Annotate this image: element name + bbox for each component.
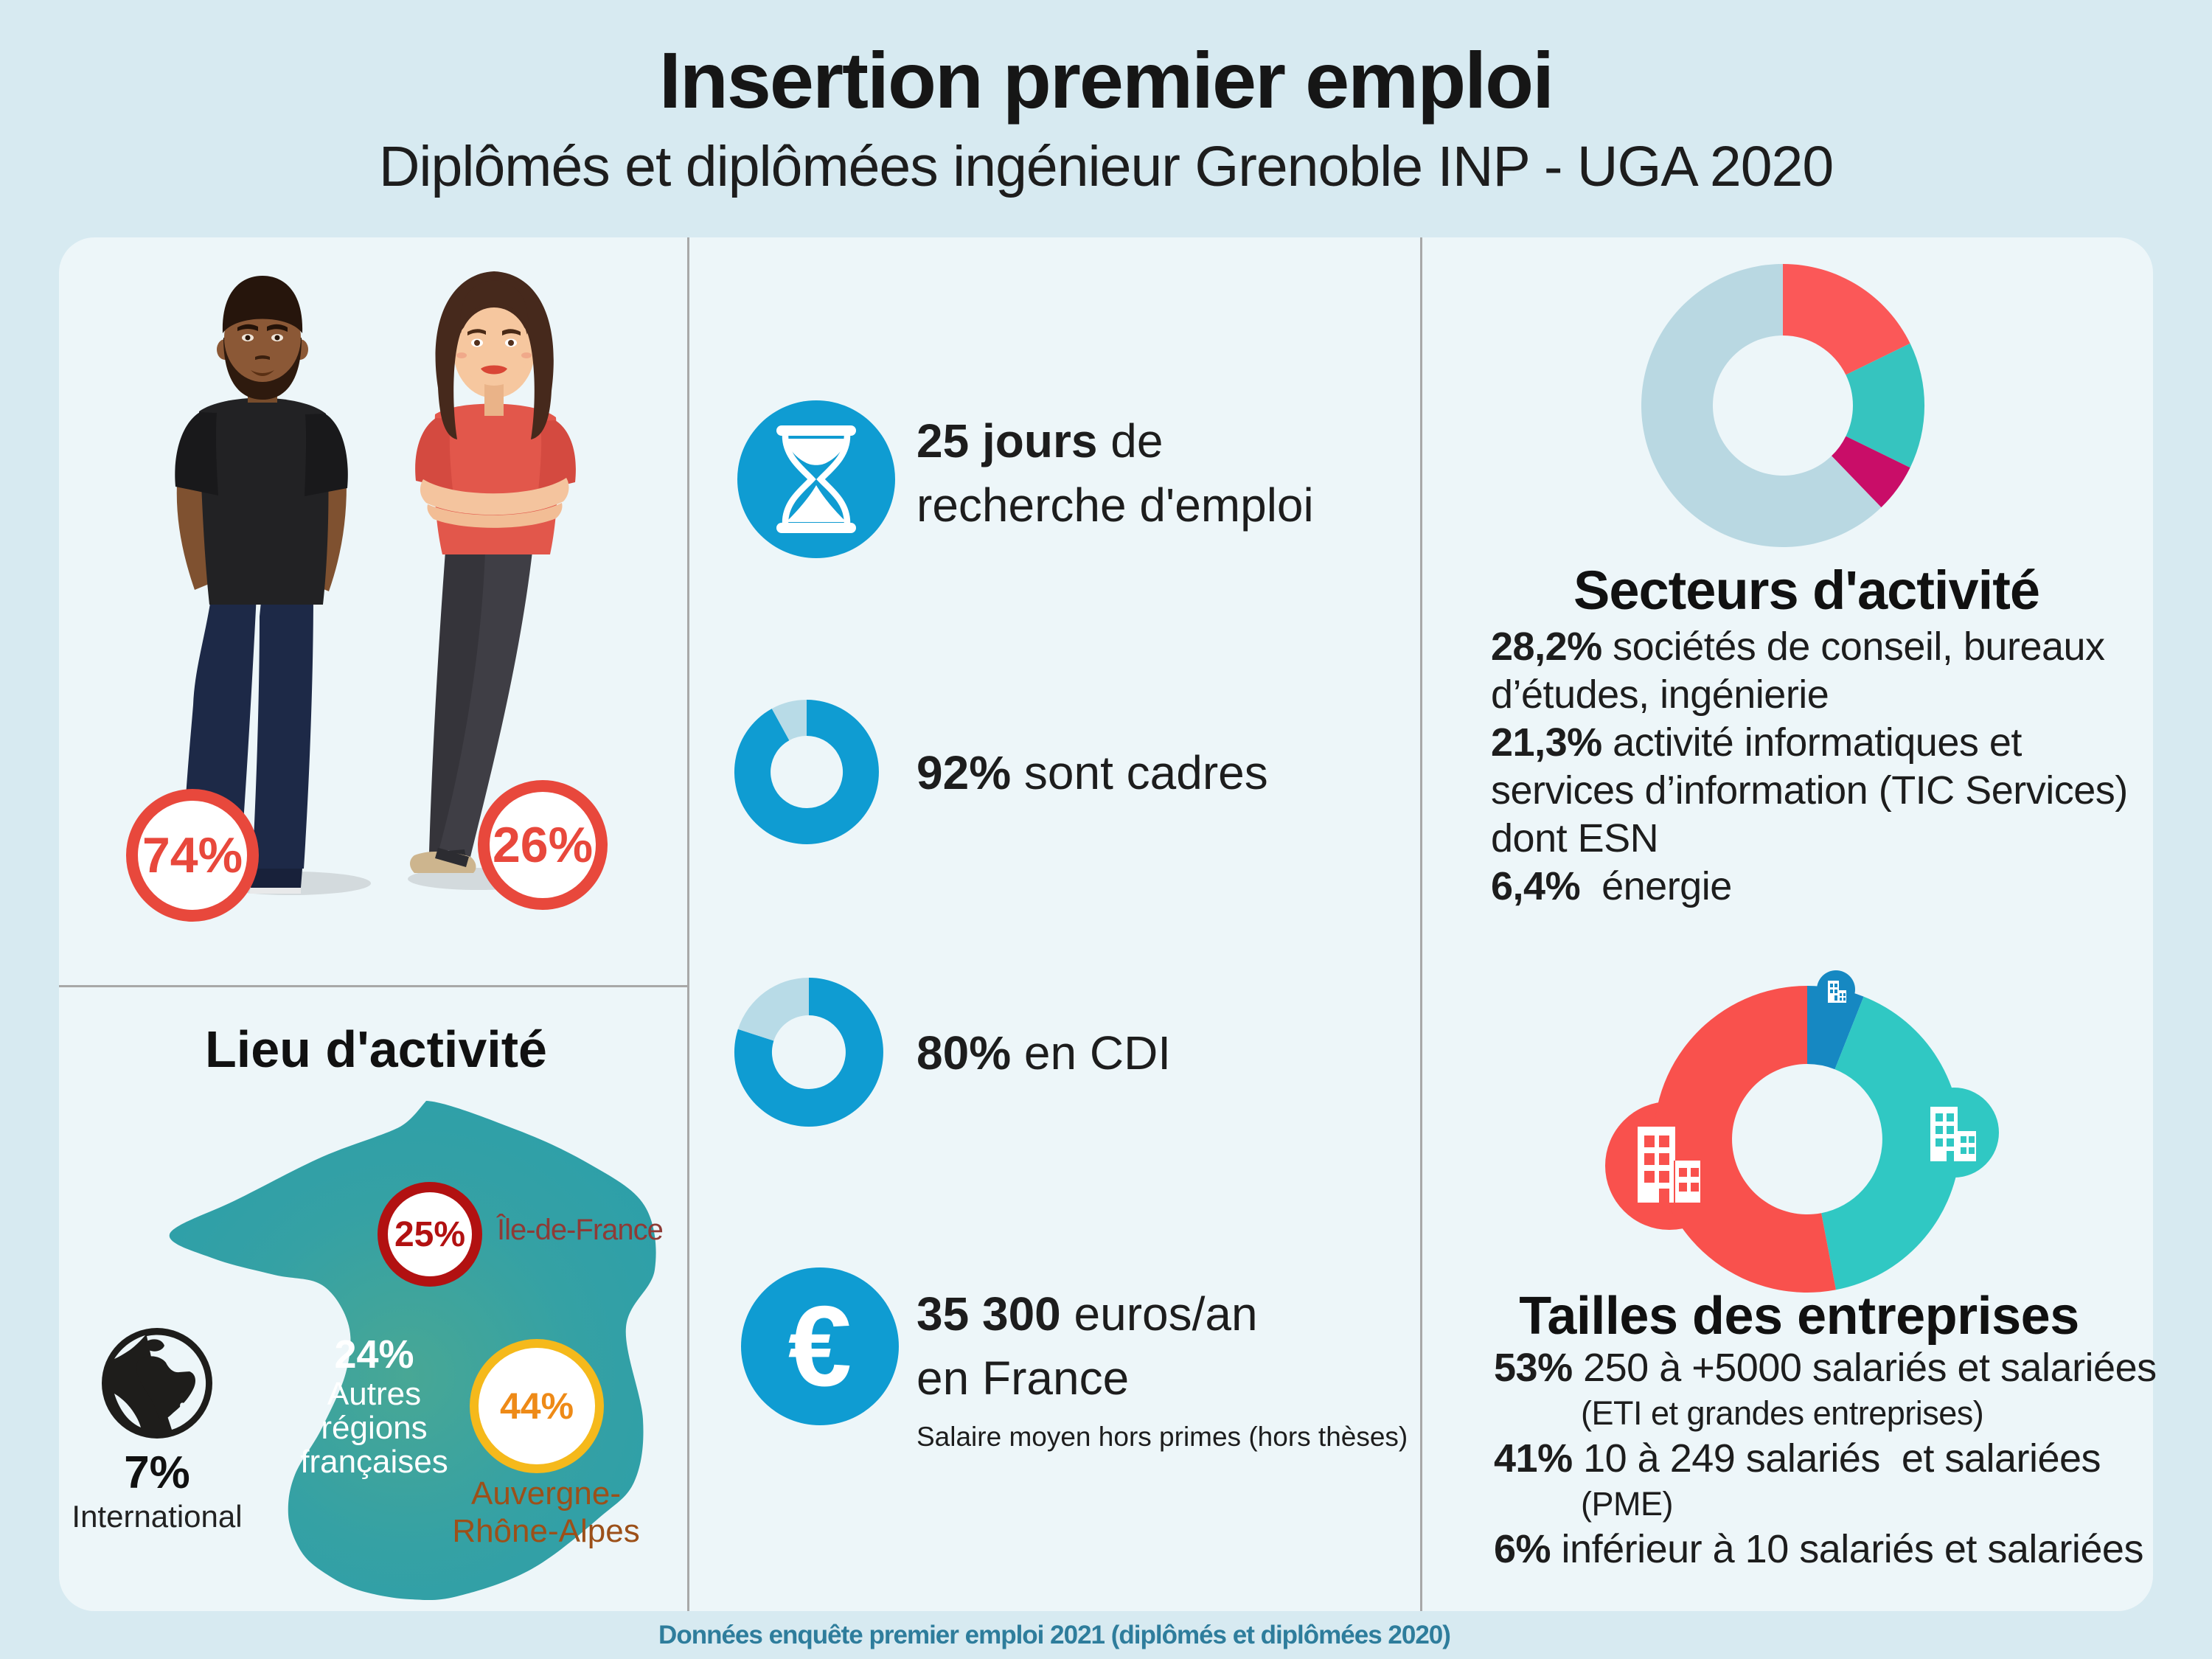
svg-text:€: € — [788, 1282, 852, 1410]
